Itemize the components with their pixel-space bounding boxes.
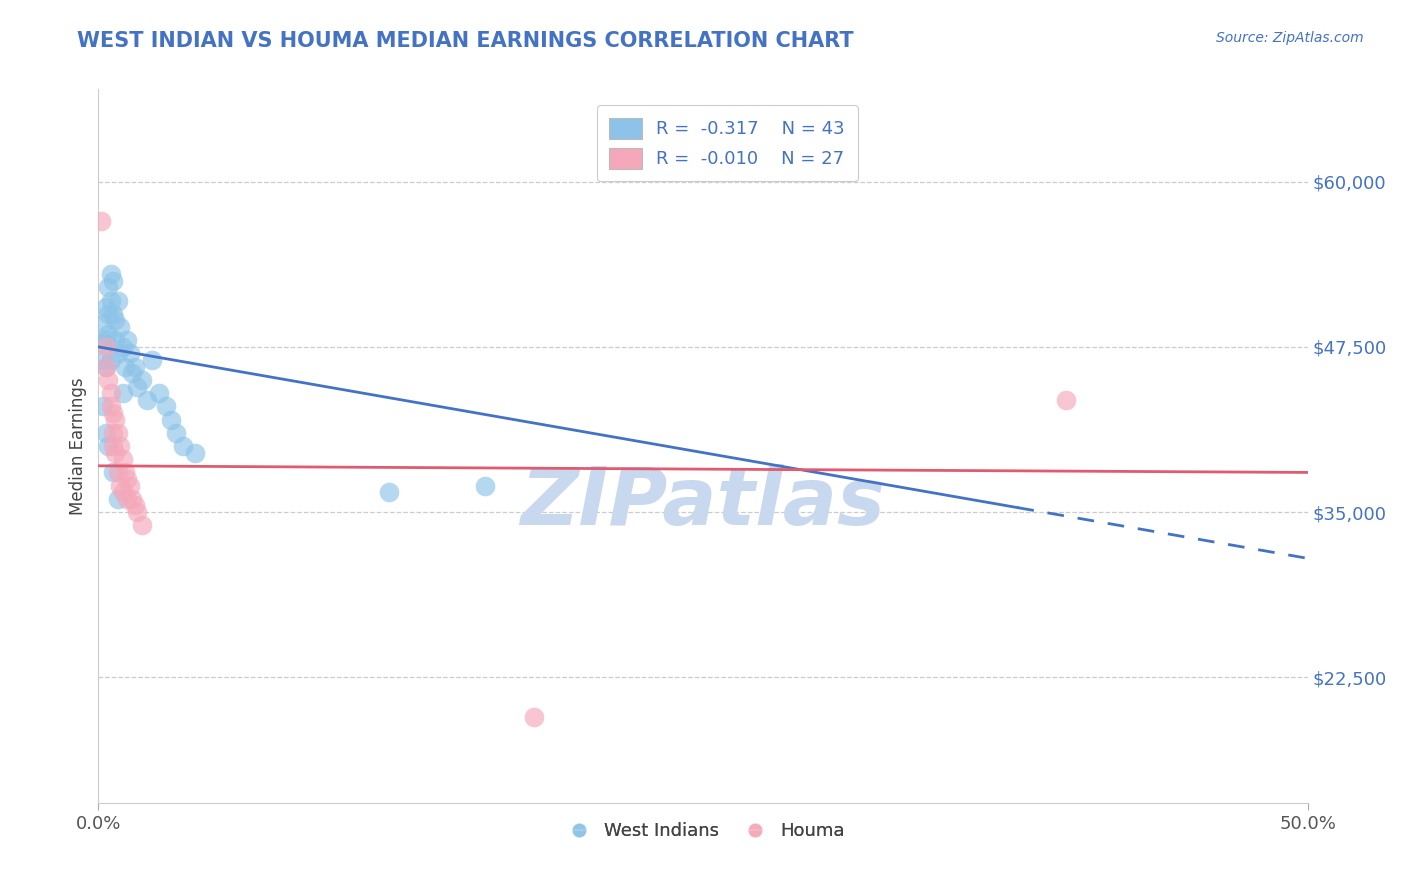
Point xyxy=(131,518,153,533)
Point xyxy=(121,367,143,381)
Point xyxy=(104,333,127,347)
Point xyxy=(172,439,194,453)
Point xyxy=(107,293,129,308)
Point xyxy=(91,335,114,350)
Point xyxy=(100,400,122,414)
Point xyxy=(160,412,183,426)
Point xyxy=(107,346,129,360)
Point xyxy=(107,491,129,506)
Point xyxy=(114,359,136,374)
Point xyxy=(91,318,114,332)
Point xyxy=(100,267,122,281)
Point xyxy=(117,333,139,347)
Point xyxy=(101,274,124,288)
Point xyxy=(135,392,157,407)
Point xyxy=(377,485,399,500)
Point xyxy=(90,214,112,228)
Point xyxy=(108,478,131,492)
Point xyxy=(104,445,127,459)
Point xyxy=(100,293,122,308)
Point xyxy=(94,359,117,374)
Point xyxy=(148,386,170,401)
Text: Source: ZipAtlas.com: Source: ZipAtlas.com xyxy=(1216,31,1364,45)
Point xyxy=(131,373,153,387)
Point xyxy=(108,320,131,334)
Y-axis label: Median Earnings: Median Earnings xyxy=(69,377,87,515)
Point xyxy=(1054,392,1077,407)
Point xyxy=(117,491,139,506)
Point xyxy=(100,386,122,401)
Point xyxy=(101,425,124,440)
Point xyxy=(97,326,120,341)
Point xyxy=(100,353,122,368)
Point xyxy=(108,439,131,453)
Legend: West Indians, Houma: West Indians, Houma xyxy=(554,815,852,847)
Point xyxy=(118,346,141,360)
Point xyxy=(127,379,149,393)
Point xyxy=(118,478,141,492)
Point xyxy=(97,280,120,294)
Point xyxy=(101,307,124,321)
Point xyxy=(101,406,124,420)
Point xyxy=(127,505,149,519)
Point xyxy=(101,466,124,480)
Point xyxy=(111,386,134,401)
Point xyxy=(107,425,129,440)
Point xyxy=(111,485,134,500)
Point xyxy=(94,333,117,347)
Text: WEST INDIAN VS HOUMA MEDIAN EARNINGS CORRELATION CHART: WEST INDIAN VS HOUMA MEDIAN EARNINGS COR… xyxy=(77,31,853,51)
Point xyxy=(94,300,117,314)
Point xyxy=(104,313,127,327)
Point xyxy=(124,359,146,374)
Point xyxy=(184,445,207,459)
Point xyxy=(97,307,120,321)
Point xyxy=(94,359,117,374)
Point xyxy=(474,478,496,492)
Point xyxy=(91,400,114,414)
Point xyxy=(114,466,136,480)
Point xyxy=(97,373,120,387)
Point xyxy=(111,340,134,354)
Point xyxy=(97,439,120,453)
Point xyxy=(111,452,134,467)
Point xyxy=(90,353,112,368)
Point xyxy=(104,412,127,426)
Point xyxy=(155,400,177,414)
Point xyxy=(94,340,117,354)
Point xyxy=(94,425,117,440)
Point xyxy=(141,353,163,368)
Point xyxy=(165,425,187,440)
Point xyxy=(121,491,143,506)
Point xyxy=(124,499,146,513)
Point xyxy=(107,466,129,480)
Point xyxy=(117,472,139,486)
Text: ZIPatlas: ZIPatlas xyxy=(520,464,886,542)
Point xyxy=(101,439,124,453)
Point xyxy=(523,710,546,724)
